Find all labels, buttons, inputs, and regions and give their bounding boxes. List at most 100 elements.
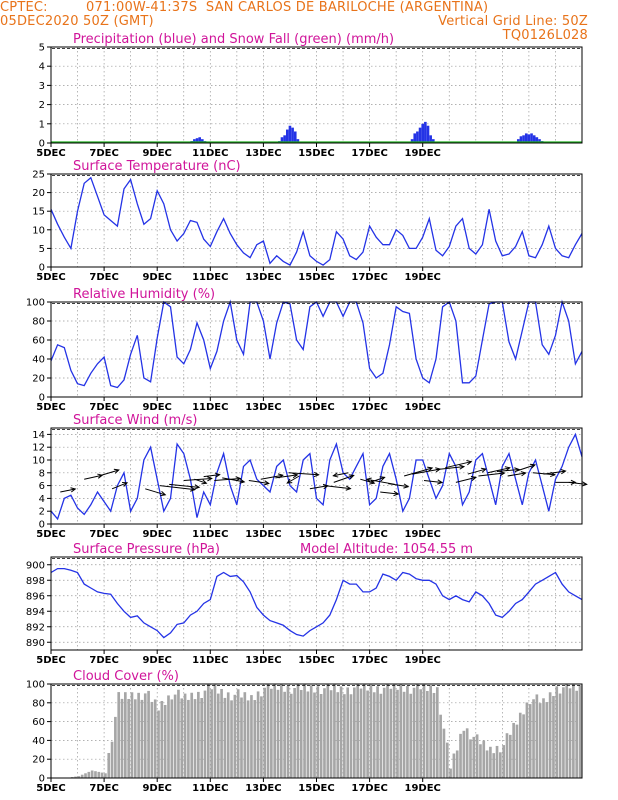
wind-vector	[423, 479, 443, 483]
precip-bar	[198, 137, 201, 143]
cloud-bar	[489, 746, 492, 778]
cloud-bar	[462, 730, 466, 778]
cloud-bar	[508, 734, 512, 778]
wind-vector-head	[570, 479, 577, 486]
series-line	[50, 567, 583, 639]
cloud-bar	[127, 698, 130, 778]
x-tick-label: 7DEC	[89, 272, 118, 283]
cloud-bar	[153, 699, 157, 778]
cloud-bar	[226, 692, 230, 778]
cloud-bar	[389, 688, 393, 778]
cloud-bar	[276, 689, 280, 778]
panel-2: 0 5 10 15 20 25 5DEC 7DEC 9DEC 11DEC 13DEC 15DEC 17D…	[32, 159, 583, 283]
y-tick-label: 6	[39, 481, 45, 492]
wind-vector	[360, 478, 375, 484]
wind-vector	[98, 469, 119, 477]
cloud-bar	[206, 684, 210, 778]
wind-vector-head	[292, 472, 299, 479]
cloud-bar	[558, 693, 562, 778]
x-tick-label: 9DEC	[142, 529, 171, 540]
wind-vector	[183, 477, 212, 481]
wind-vector-head	[122, 481, 129, 487]
wind-vector-head	[520, 471, 527, 477]
cloud-bar	[140, 699, 144, 778]
wind-vector	[275, 474, 298, 479]
cloud-bar	[173, 694, 177, 778]
cloud-bar	[552, 696, 555, 778]
wind-vector	[411, 468, 441, 475]
wind-vector	[507, 472, 526, 477]
cloud-bar	[482, 740, 486, 778]
x-tick-label: 19DEC	[405, 655, 441, 666]
y-tick-label: 60	[32, 336, 45, 347]
x-tick-label: 5DEC	[36, 529, 65, 540]
cloud-bar	[479, 744, 482, 778]
precip-bar	[519, 136, 523, 143]
run-date-label: 05DEC2020 50Z (GMT)	[0, 14, 154, 29]
wind-vector-head	[313, 471, 320, 478]
cloud-bar	[177, 689, 180, 778]
cloud-bar	[147, 690, 150, 778]
y-tick-label: 0	[39, 774, 45, 785]
y-tick-label: 5	[39, 43, 45, 54]
cloud-bar	[382, 687, 386, 778]
cloud-bar	[465, 728, 469, 778]
wind-vector	[478, 472, 505, 477]
chart-header: CPTEC: 071:00W-41:37S SAN CARLOS DE BARI…	[0, 0, 618, 48]
cloud-bar	[572, 684, 575, 778]
x-tick-label: 5DEC	[36, 655, 65, 666]
wind-vector-head	[286, 478, 293, 484]
x-tick-label: 19DEC	[405, 272, 441, 283]
wind-vector	[403, 467, 433, 477]
wind-vector-head	[332, 472, 339, 478]
panel-1: 0 1 2 3 4 5 5DEC 7DEC 9DEC 11DEC 13DEC 15DEC 17DEC 19…	[36, 32, 583, 159]
precip-bar	[293, 131, 297, 143]
cloud-bar	[220, 688, 223, 778]
cloud-bar	[233, 694, 237, 778]
precip-bar	[418, 127, 422, 143]
cloud-bar	[266, 684, 270, 778]
cloud-bar	[143, 693, 147, 778]
cloud-bar	[323, 688, 326, 778]
wind-vector-head	[470, 475, 478, 481]
wind-vector-head	[201, 479, 208, 485]
precip-bar	[421, 123, 424, 143]
x-tick-label: 19DEC	[405, 148, 441, 159]
wind-vector	[467, 468, 486, 475]
y-tick-label: 894	[26, 607, 45, 618]
cloud-bar	[575, 690, 579, 778]
cloud-bar	[409, 693, 413, 778]
cloud-bar	[432, 692, 436, 778]
cloud-bar	[469, 739, 472, 778]
wind-vector	[203, 474, 220, 478]
cloud-bar	[339, 686, 343, 778]
wind-vector	[286, 475, 300, 484]
cloud-bar	[426, 691, 429, 778]
x-tick-label: 15DEC	[298, 529, 334, 540]
cloud-bar	[74, 776, 77, 778]
cloud-bar	[240, 697, 243, 778]
cloud-bar	[163, 704, 167, 778]
wind-vector-head	[504, 466, 511, 472]
cloud-bar	[160, 700, 164, 778]
cloud-bar	[555, 686, 559, 778]
x-tick-label: 5DEC	[36, 783, 65, 794]
x-tick-label: 13DEC	[245, 272, 281, 283]
cloud-bar	[210, 689, 213, 778]
precip-bar	[522, 135, 525, 143]
cloud-bar	[256, 691, 260, 778]
y-tick-label: 3	[39, 81, 45, 92]
cloud-bar	[422, 684, 426, 778]
model-label: TQ0126L028	[502, 28, 588, 43]
cloud-bar	[319, 694, 323, 778]
precip-bar	[283, 135, 286, 143]
cloud-bar	[299, 689, 303, 778]
cloud-bar	[77, 776, 81, 778]
wind-vector-head	[369, 479, 376, 485]
cloud-bar	[528, 704, 532, 778]
y-tick-label: 40	[32, 736, 45, 747]
x-tick-label: 11DEC	[192, 783, 228, 794]
cloud-bar	[379, 693, 383, 778]
x-tick-label: 11DEC	[192, 402, 228, 413]
